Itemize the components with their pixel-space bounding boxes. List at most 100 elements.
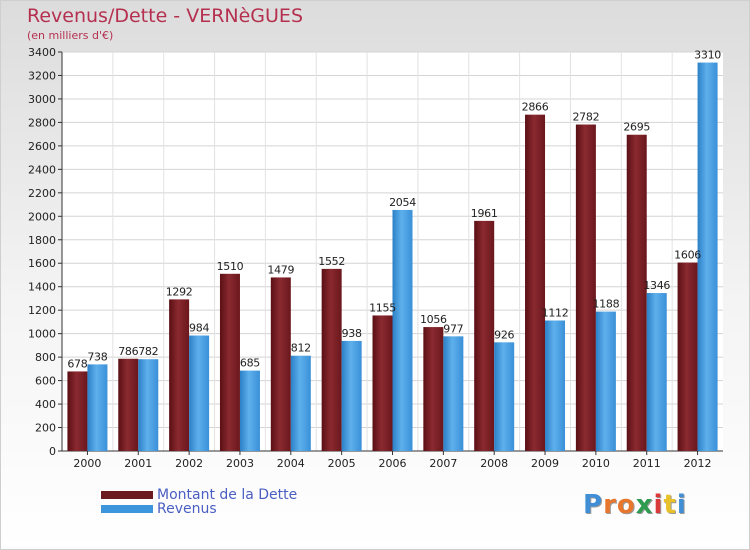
data-label-revenus: 977 — [443, 322, 463, 335]
x-tick-label: 2002 — [175, 457, 203, 470]
bar-debt — [525, 114, 546, 451]
bar-debt — [423, 327, 444, 451]
bar-revenus — [189, 335, 210, 451]
bar-revenus — [443, 336, 464, 451]
bar-revenus — [341, 340, 362, 451]
data-label-revenus: 782 — [138, 345, 158, 358]
y-tick-label: 2000 — [28, 210, 56, 223]
data-label-debt: 1155 — [369, 301, 396, 314]
legend-label-revenus: Revenus — [157, 501, 217, 517]
x-tick-label: 2005 — [328, 457, 356, 470]
y-tick-label: 2800 — [28, 116, 56, 129]
logo-letter: i — [653, 490, 664, 520]
bar-revenus — [595, 311, 616, 451]
x-tick-label: 2009 — [531, 457, 559, 470]
x-tick-label: 2012 — [684, 457, 712, 470]
legend-label-debt: Montant de la Dette — [157, 487, 298, 503]
y-tick-label: 3400 — [28, 46, 56, 59]
data-label-debt: 786 — [118, 345, 138, 358]
legend-item-revenus: Revenus — [101, 501, 217, 517]
data-label-revenus: 738 — [87, 350, 107, 363]
y-tick-label: 0 — [49, 445, 56, 458]
chart-subtitle: (en milliers d'€) — [27, 29, 114, 42]
data-label-debt: 1552 — [318, 255, 345, 268]
data-label-debt: 678 — [67, 357, 87, 370]
bar-debt — [118, 358, 139, 451]
y-tick-label: 1400 — [28, 281, 56, 294]
logo-letter: t — [663, 490, 677, 520]
x-tick-label: 2011 — [633, 457, 661, 470]
logo-letter: x — [635, 490, 654, 520]
bar-revenus — [392, 209, 413, 451]
chart-title: Revenus/Dette - VERNèGUES — [27, 5, 304, 27]
bar-debt — [270, 277, 291, 451]
logo-letter: P — [583, 490, 604, 520]
data-label-revenus: 812 — [291, 342, 311, 355]
bar-debt — [219, 273, 240, 451]
logo-letter: i — [676, 490, 687, 520]
bar-revenus — [545, 320, 566, 451]
bar-debt — [677, 262, 698, 451]
bar-debt — [372, 315, 393, 451]
bar-debt — [169, 299, 190, 451]
legend-swatch-revenus — [101, 505, 153, 513]
x-tick-label: 2006 — [379, 457, 407, 470]
data-label-debt: 1606 — [674, 249, 701, 262]
data-label-debt: 1479 — [267, 263, 294, 276]
data-label-revenus: 984 — [189, 322, 209, 335]
proxiti-logo: Proxiti — [583, 490, 687, 520]
x-tick-label: 2008 — [480, 457, 508, 470]
x-tick-label: 2003 — [226, 457, 254, 470]
data-label-revenus: 938 — [342, 327, 362, 340]
logo-letter: r — [603, 490, 617, 520]
bar-debt — [321, 268, 342, 451]
data-label-revenus: 1188 — [592, 298, 619, 311]
y-tick-label: 600 — [35, 375, 56, 388]
bar-revenus — [494, 342, 515, 451]
x-tick-label: 2001 — [124, 457, 152, 470]
y-tick-label: 3000 — [28, 93, 56, 106]
x-tick-label: 2007 — [429, 457, 457, 470]
data-label-debt: 2782 — [572, 111, 599, 124]
data-label-revenus: 926 — [494, 328, 514, 341]
legend-item-debt: Montant de la Dette — [101, 487, 298, 503]
y-tick-label: 1600 — [28, 257, 56, 270]
y-tick-label: 800 — [35, 351, 56, 364]
logo-letter: o — [616, 490, 636, 520]
x-tick-label: 2004 — [277, 457, 305, 470]
bar-revenus — [697, 62, 718, 451]
y-tick-label: 1000 — [28, 328, 56, 341]
y-tick-label: 2200 — [28, 187, 56, 200]
data-label-revenus: 685 — [240, 357, 260, 370]
legend-swatch-debt — [101, 491, 153, 499]
bar-debt — [626, 134, 647, 451]
x-tick-label: 2000 — [73, 457, 101, 470]
y-tick-label: 1800 — [28, 234, 56, 247]
y-tick-label: 1200 — [28, 304, 56, 317]
data-label-debt: 1292 — [166, 285, 193, 298]
data-label-debt: 2695 — [623, 121, 650, 134]
y-tick-label: 400 — [35, 398, 56, 411]
data-label-debt: 1961 — [471, 207, 498, 220]
data-label-revenus: 1346 — [643, 279, 670, 292]
y-tick-label: 2400 — [28, 163, 56, 176]
bar-debt — [67, 371, 88, 451]
bar-revenus — [646, 293, 667, 451]
bar-debt — [474, 220, 495, 451]
bar-revenus — [138, 359, 159, 451]
data-label-debt: 1510 — [217, 260, 244, 273]
y-tick-label: 2600 — [28, 140, 56, 153]
data-label-revenus: 2054 — [389, 196, 416, 209]
data-label-debt: 1056 — [420, 313, 447, 326]
data-label-revenus: 1112 — [542, 307, 569, 320]
data-label-revenus: 3310 — [694, 49, 721, 62]
y-tick-label: 3200 — [28, 69, 56, 82]
data-label-debt: 2866 — [522, 101, 549, 114]
bar-revenus — [87, 364, 108, 451]
bar-revenus — [290, 355, 311, 451]
y-tick-label: 200 — [35, 422, 56, 435]
bar-revenus — [239, 370, 260, 451]
x-tick-label: 2010 — [582, 457, 610, 470]
